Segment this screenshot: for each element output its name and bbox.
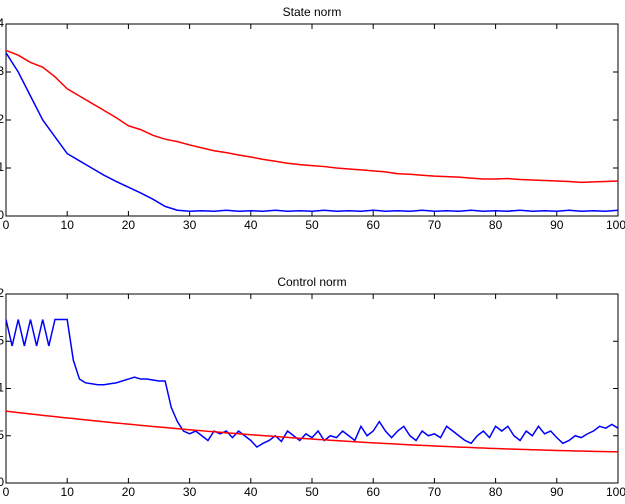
x-tick-label: 70: [428, 218, 442, 232]
y-tick-label: 3: [0, 64, 4, 78]
x-tick-label: 20: [122, 485, 136, 499]
y-tick-label: 4: [0, 16, 4, 30]
x-tick-label: 50: [305, 485, 319, 499]
x-tick-label: 80: [489, 485, 503, 499]
plot-area: [5, 23, 619, 217]
y-tick-label: 1: [0, 381, 4, 395]
series-line: [5, 318, 619, 449]
x-tick-label: 50: [305, 218, 319, 232]
y-tick-label: 1.5: [0, 333, 4, 347]
x-tick-label: 30: [183, 218, 197, 232]
x-tick-label: 40: [244, 485, 258, 499]
x-tick-label: 0: [3, 218, 10, 232]
x-tick-label: 90: [550, 218, 564, 232]
plot-area: [5, 293, 619, 484]
x-tick-label: 70: [428, 485, 442, 499]
y-tick-label: 0: [0, 475, 4, 489]
y-tick-label: 0: [0, 208, 4, 222]
x-tick-label: 100: [606, 485, 625, 499]
x-tick-label: 10: [61, 218, 75, 232]
x-tick-label: 40: [244, 218, 258, 232]
y-tick-label: 0.5: [0, 428, 4, 442]
chart-title: State norm: [283, 5, 342, 19]
x-tick-label: 20: [122, 218, 136, 232]
x-tick-label: 0: [3, 485, 10, 499]
chart-title: Control norm: [277, 275, 346, 289]
x-tick-label: 60: [367, 485, 381, 499]
x-tick-label: 80: [489, 218, 503, 232]
series-line: [5, 52, 619, 212]
y-tick-label: 1: [0, 160, 4, 174]
series-line: [5, 49, 619, 184]
series-line: [5, 410, 619, 453]
x-tick-label: 90: [550, 485, 564, 499]
x-tick-label: 60: [367, 218, 381, 232]
x-tick-label: 30: [183, 485, 197, 499]
x-tick-label: 10: [61, 485, 75, 499]
y-tick-label: 2: [0, 286, 4, 300]
x-tick-label: 100: [606, 218, 625, 232]
y-tick-label: 2: [0, 112, 4, 126]
